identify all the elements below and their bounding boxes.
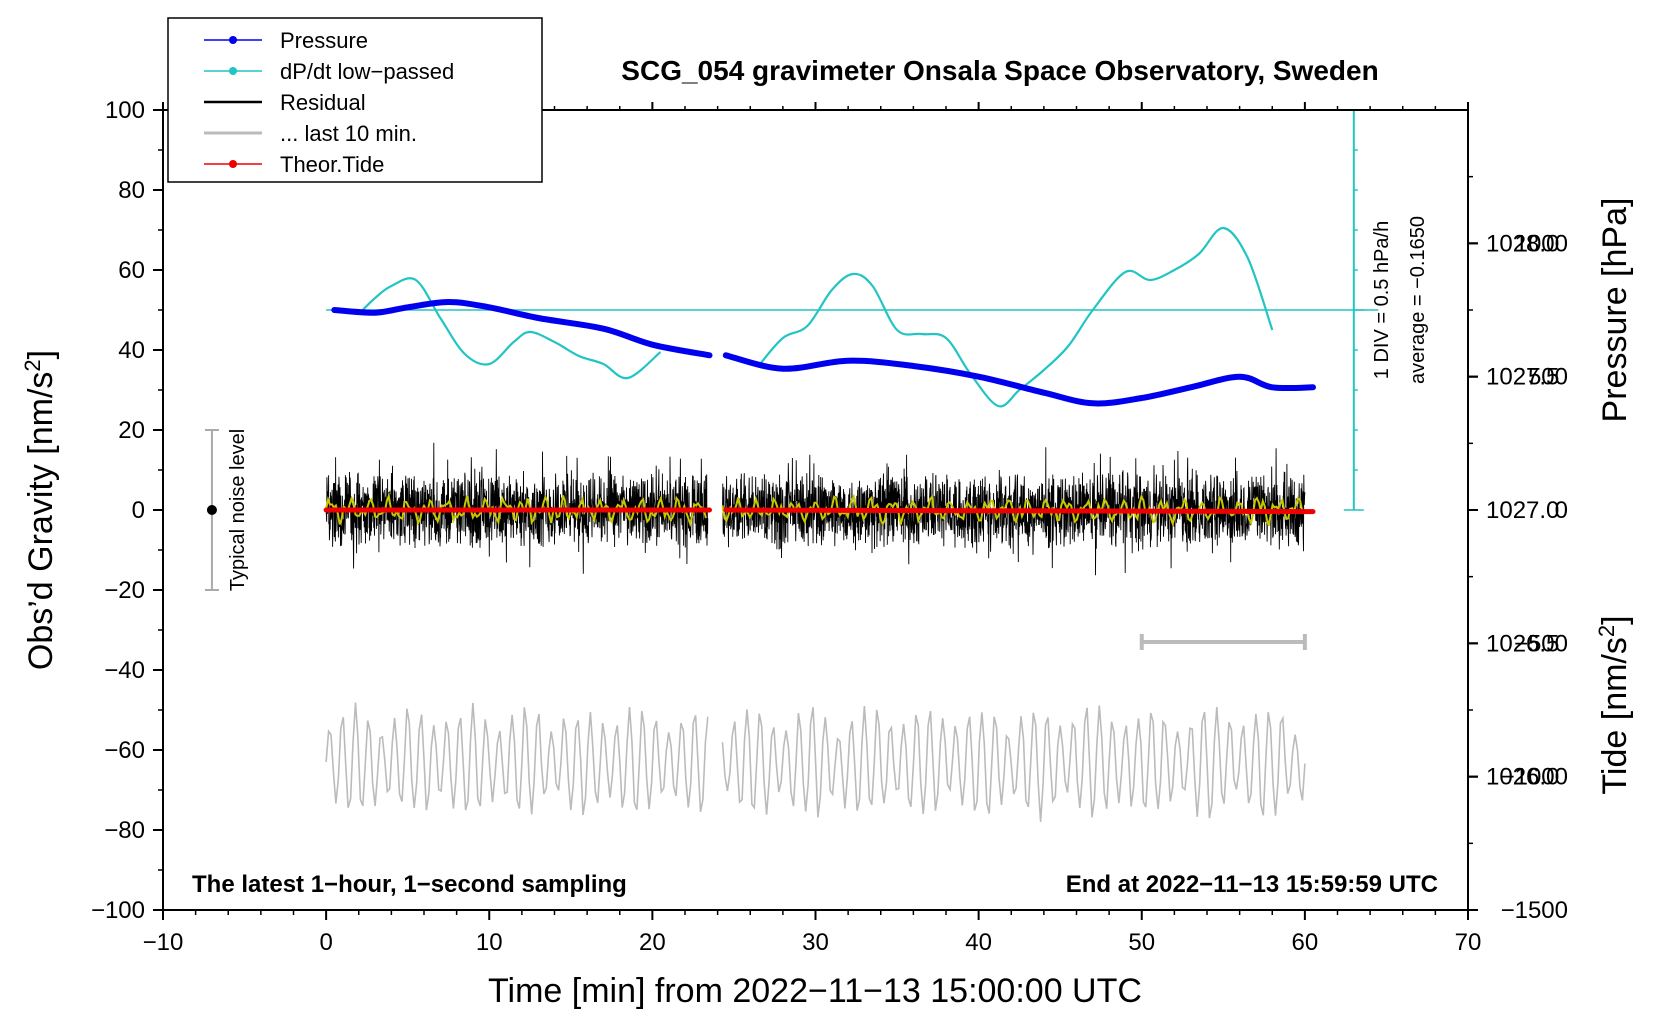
y-tick-label: 40 [118, 337, 145, 364]
legend-label: Theor.Tide [280, 152, 384, 177]
y-tick-label: −80 [104, 817, 145, 844]
pressure-series [331, 298, 713, 359]
chart-title: SCG_054 gravimeter Onsala Space Observat… [621, 55, 1378, 86]
y-axis-title-left-sup: 2 [20, 359, 45, 371]
y-tick-label: 0 [132, 497, 145, 524]
x-tick-label: −10 [143, 929, 184, 956]
residual-series [325, 442, 709, 574]
pressure-tick-label: 1026.0 [1486, 764, 1559, 791]
y-axis-title-tide: Tide [nm/s2] [1594, 615, 1634, 794]
pressure-tick-label: 1027.5 [1486, 364, 1559, 391]
series-group [204, 109, 1379, 822]
legend-label: ... last 10 min. [280, 121, 417, 146]
y-axis-title-tide-main: Tide [nm/s [1596, 637, 1634, 794]
x-tick-label: 70 [1455, 929, 1482, 956]
last-10-min-series [721, 705, 1306, 822]
x-axis-title: Time [min] from 2022−11−13 15:00:00 UTC [488, 972, 1142, 1010]
y-tick-label: −60 [104, 737, 145, 764]
pressure-series [722, 352, 1316, 407]
legend-marker [229, 67, 237, 75]
legend-marker [229, 36, 237, 44]
x-tick-label: 0 [319, 929, 332, 956]
tide-series [723, 507, 1316, 515]
y-axis-title-left-main: Obs’d Gravity [nm/s [22, 372, 60, 671]
x-tick-label: 20 [639, 929, 666, 956]
y-tick-label: 60 [118, 257, 145, 284]
legend-label: Residual [280, 90, 366, 115]
annotation-bottom-right: End at 2022−11−13 15:59:59 UTC [1066, 871, 1438, 898]
y-axis-title-left-close: ] [22, 350, 60, 359]
y-axis-title-tide-sup: 2 [1594, 625, 1619, 637]
x-tick-label: 50 [1128, 929, 1155, 956]
dpdt-scale-label: 1 DIV = 0.5 hPa/h [1371, 221, 1393, 379]
tide-tick-label: 1000 [1515, 230, 1568, 257]
legend: Pressure dP/dt low−passed Residual ... last… [167, 17, 543, 183]
y-axis-title-left: Obs’d Gravity [nm/s2] [20, 350, 60, 670]
tide-tick-label: 0 [1555, 497, 1568, 524]
pressure-tick-label: 1026.5 [1486, 630, 1559, 657]
last-10-min-series [325, 702, 709, 816]
y-tick-label: −100 [91, 897, 145, 924]
x-tick-label: 40 [965, 929, 992, 956]
plot-frame [162, 109, 1469, 911]
tide-tick-label: −1000 [1501, 764, 1568, 791]
dpdt-series [757, 226, 1274, 408]
pressure-tick-label: 1027.0 [1486, 497, 1559, 524]
tide-tick-label: −500 [1514, 630, 1568, 657]
legend-marker [229, 160, 237, 168]
dpdt-average-label: average = −0.1650 [1407, 216, 1429, 384]
legend-label: dP/dt low−passed [280, 59, 454, 84]
noise-bar-dot [206, 505, 217, 515]
tide-tick-label: −1500 [1501, 897, 1568, 924]
annotation-bottom-left: The latest 1−hour, 1−second sampling [192, 871, 627, 898]
x-tick-label: 10 [476, 929, 503, 956]
y-tick-label: 20 [118, 417, 145, 444]
legend-label: Pressure [280, 28, 368, 53]
y-axis-title-pressure: Pressure [hPa] [1596, 198, 1634, 423]
x-tick-label: 60 [1292, 929, 1319, 956]
y-tick-label: 80 [118, 177, 145, 204]
y-axis-title-tide-close: ] [1596, 615, 1634, 624]
pressure-tick-label: 1028.0 [1486, 230, 1559, 257]
dpdt-series [358, 277, 662, 380]
y-tick-label: −20 [104, 577, 145, 604]
residual-smoothed-series [325, 492, 707, 528]
x-tick-label: 30 [802, 929, 829, 956]
residual-series [722, 447, 1306, 576]
tide-tick-label: 500 [1528, 364, 1568, 391]
noise-bar-label: Typical noise level [227, 429, 249, 591]
y-tick-label: 100 [105, 97, 145, 124]
tick-labels-group: −10 0 10 20 30 40 50 60 70100806040200−20−40−60−… [91, 97, 1568, 956]
legend-box [167, 17, 543, 183]
y-tick-label: −40 [104, 657, 145, 684]
